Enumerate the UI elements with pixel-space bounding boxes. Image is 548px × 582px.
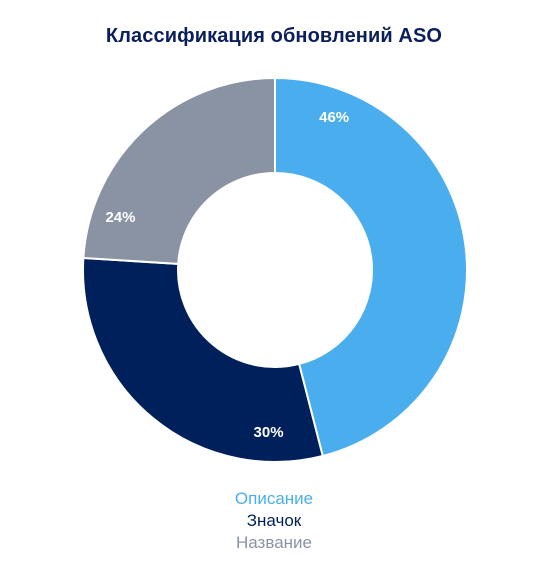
slice-znachok[interactable] — [82, 256, 324, 463]
slice-label-opisanie: 46% — [319, 109, 349, 126]
donut-slice-labels: 46% 30% 24% — [105, 109, 349, 441]
slice-label-nazvanie: 24% — [105, 209, 135, 226]
slice-nazvanie[interactable] — [82, 76, 276, 265]
chart-title: Классификация обновлений ASO — [105, 25, 443, 47]
legend-item-opisanie[interactable]: Описание — [234, 489, 314, 508]
slice-label-znachok: 30% — [254, 424, 284, 441]
chart-legend: Описание Значок Название — [0, 488, 548, 554]
legend-item-nazvanie[interactable]: Название — [236, 533, 312, 552]
donut-slices — [82, 76, 468, 463]
slice-opisanie[interactable] — [274, 76, 468, 458]
legend-item-znachok[interactable]: Значок — [246, 511, 302, 530]
